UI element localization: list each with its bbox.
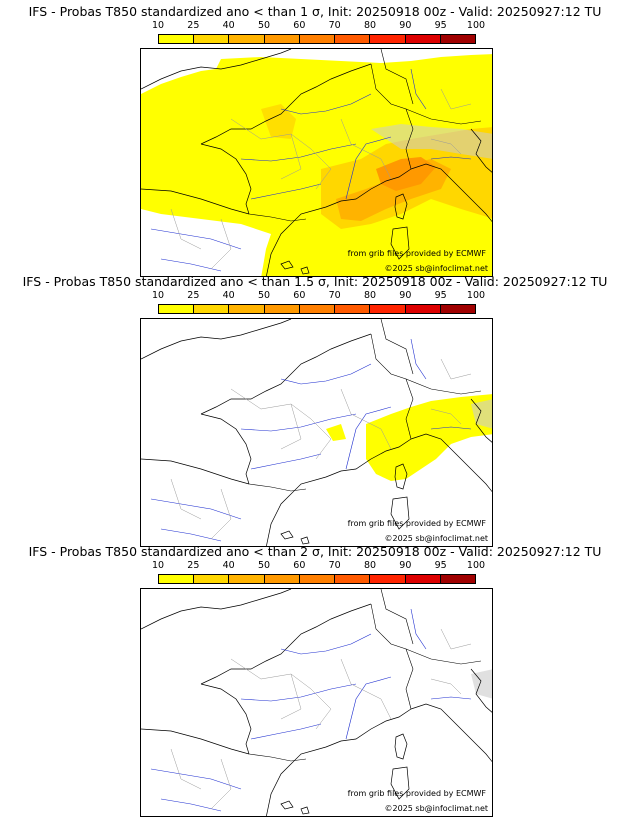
colorbar-tick-label: 60 xyxy=(293,290,306,301)
colorbar-segment xyxy=(440,305,475,313)
colorbar-tick-label: 40 xyxy=(222,560,235,571)
colorbar-tick-label: 60 xyxy=(293,20,306,31)
map-svg xyxy=(141,319,492,546)
map-svg xyxy=(141,49,492,276)
colorbar-tick-label: 25 xyxy=(187,560,200,571)
prob-area-10 xyxy=(141,54,492,276)
colorbar-tick-label: 10 xyxy=(151,560,165,571)
colorbar-tick-label: 70 xyxy=(328,290,341,301)
colorbar-segment xyxy=(159,305,195,313)
colorbar-tick-label: 70 xyxy=(328,560,341,571)
colorbar-segment xyxy=(159,575,195,583)
colorbar-segment xyxy=(299,35,336,43)
colorbar-tick-label: 60 xyxy=(293,560,306,571)
colorbar-tick-label: 95 xyxy=(434,290,447,301)
panel-3: IFS - Probas T850 standardized ano < tha… xyxy=(0,540,630,817)
colorbar-segment xyxy=(299,305,336,313)
colorbar-tick-label: 90 xyxy=(399,560,412,571)
colorbar-tick-label: 95 xyxy=(434,20,447,31)
colorbar-tick-label: 25 xyxy=(187,290,200,301)
terrain-gray xyxy=(371,124,492,159)
colorbar-segment xyxy=(370,305,406,313)
data-credit: from grib files provided by ECMWF xyxy=(347,249,486,258)
colorbar-tick-label: 100 xyxy=(466,20,486,31)
colorbar-segment xyxy=(370,35,406,43)
colorbar-tick-label: 40 xyxy=(222,290,235,301)
panel-1: IFS - Probas T850 standardized ano < tha… xyxy=(0,0,630,277)
colorbar-segment xyxy=(159,35,195,43)
probability-map: from grib files provided by ECMWF ©2025 … xyxy=(140,588,493,817)
colorbar-segment xyxy=(405,305,441,313)
colorbar xyxy=(158,304,476,314)
colorbar-tick-label: 80 xyxy=(363,560,377,571)
panel-title: IFS - Probas T850 standardized ano < tha… xyxy=(28,544,602,559)
colorbar-tick-label: 90 xyxy=(399,290,412,301)
prob-area-10 xyxy=(326,424,346,441)
panel-2: IFS - Probas T850 standardized ano < tha… xyxy=(0,270,630,547)
terrain-gray xyxy=(471,669,492,699)
colorbar-tick-label: 50 xyxy=(257,20,271,31)
colorbar-tick-label: 80 xyxy=(363,290,377,301)
probability-map: from grib files provided by ECMWF ©2025 … xyxy=(140,48,493,277)
terrain-gray xyxy=(471,399,492,429)
probability-map: from grib files provided by ECMWF ©2025 … xyxy=(140,318,493,547)
colorbar-tick-label: 90 xyxy=(399,20,412,31)
colorbar-segment xyxy=(264,575,300,583)
colorbar-segment xyxy=(229,35,265,43)
prob-area-10 xyxy=(366,394,492,481)
colorbar-segment xyxy=(405,35,441,43)
colorbar-segment xyxy=(194,575,230,583)
colorbar-segment xyxy=(405,575,441,583)
colorbar-tick-label: 50 xyxy=(257,560,271,571)
copyright: ©2025 sb@infoclimat.net xyxy=(384,264,489,273)
colorbar-tick-label: 70 xyxy=(328,20,341,31)
colorbar-tick-label: 100 xyxy=(466,290,486,301)
colorbar-tick-label: 25 xyxy=(187,20,200,31)
colorbar-tick-label: 100 xyxy=(466,560,486,571)
colorbar-tick-label: 50 xyxy=(257,290,271,301)
colorbar-segment xyxy=(194,35,230,43)
colorbar-segment xyxy=(264,35,300,43)
colorbar-tick-label: 80 xyxy=(363,20,377,31)
colorbar-segment xyxy=(264,305,300,313)
colorbar-segment xyxy=(229,575,265,583)
copyright: ©2025 sb@infoclimat.net xyxy=(384,534,489,543)
colorbar-segment xyxy=(229,305,265,313)
colorbar-segment xyxy=(440,35,475,43)
prob-area-25 xyxy=(261,104,296,139)
colorbar-tick-label: 95 xyxy=(434,560,447,571)
colorbar-segment xyxy=(370,575,406,583)
colorbar-segment xyxy=(335,35,371,43)
colorbar-segment xyxy=(194,305,230,313)
colorbar-segment xyxy=(299,575,336,583)
panel-title: IFS - Probas T850 standardized ano < tha… xyxy=(28,4,602,19)
colorbar-segment xyxy=(335,575,371,583)
colorbar-tick-label: 10 xyxy=(151,20,165,31)
colorbar-tick-label: 10 xyxy=(151,290,165,301)
map-svg xyxy=(141,589,492,816)
colorbar-segment xyxy=(335,305,371,313)
copyright: ©2025 sb@infoclimat.net xyxy=(384,804,489,813)
panel-title: IFS - Probas T850 standardized ano < tha… xyxy=(22,274,608,289)
colorbar xyxy=(158,574,476,584)
colorbar-segment xyxy=(440,575,475,583)
colorbar xyxy=(158,34,476,44)
data-credit: from grib files provided by ECMWF xyxy=(347,519,486,528)
data-credit: from grib files provided by ECMWF xyxy=(347,789,486,798)
colorbar-tick-label: 40 xyxy=(222,20,235,31)
